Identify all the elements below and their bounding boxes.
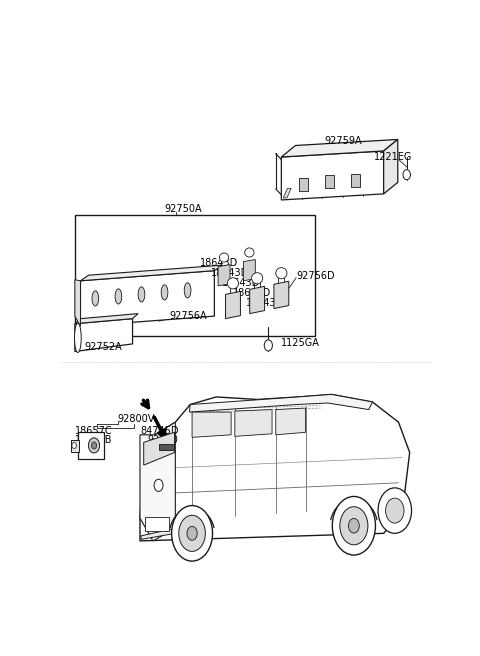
Text: 92756A: 92756A: [170, 311, 207, 321]
Polygon shape: [190, 394, 372, 412]
Text: 18645B: 18645B: [75, 435, 112, 445]
Ellipse shape: [138, 287, 145, 302]
Text: 92750A: 92750A: [164, 204, 202, 214]
Ellipse shape: [219, 253, 228, 262]
Polygon shape: [141, 528, 175, 539]
Text: 18643D: 18643D: [211, 268, 249, 278]
Bar: [325, 174, 334, 188]
Polygon shape: [75, 279, 81, 326]
Circle shape: [88, 438, 99, 453]
Polygon shape: [192, 412, 231, 438]
Bar: [351, 174, 360, 187]
Circle shape: [348, 518, 359, 533]
Polygon shape: [281, 151, 384, 200]
Polygon shape: [75, 319, 132, 352]
Polygon shape: [218, 264, 230, 286]
Ellipse shape: [115, 289, 122, 304]
Bar: [299, 178, 308, 191]
Ellipse shape: [161, 285, 168, 300]
Ellipse shape: [92, 291, 99, 306]
Text: 18643D: 18643D: [246, 298, 284, 308]
Ellipse shape: [184, 283, 191, 298]
Polygon shape: [281, 140, 398, 157]
Text: 18643D: 18643D: [222, 278, 260, 288]
Circle shape: [187, 526, 197, 541]
Polygon shape: [243, 260, 255, 281]
Polygon shape: [226, 291, 240, 319]
Circle shape: [91, 442, 96, 449]
Polygon shape: [81, 265, 223, 281]
Polygon shape: [235, 409, 272, 436]
Bar: [78, 432, 104, 459]
Ellipse shape: [228, 277, 239, 289]
Polygon shape: [81, 271, 215, 326]
Circle shape: [264, 340, 273, 351]
Circle shape: [332, 497, 375, 555]
Polygon shape: [75, 314, 138, 323]
Polygon shape: [144, 432, 175, 465]
Text: 92756D: 92756D: [296, 271, 335, 281]
Polygon shape: [140, 422, 175, 541]
Text: 1221EG: 1221EG: [374, 152, 413, 162]
Ellipse shape: [245, 248, 254, 257]
Ellipse shape: [74, 323, 81, 352]
Bar: [75, 215, 315, 337]
Text: 92620: 92620: [147, 435, 178, 445]
Polygon shape: [274, 281, 289, 308]
Circle shape: [72, 442, 76, 449]
Text: 92759A: 92759A: [324, 136, 362, 146]
Polygon shape: [250, 286, 264, 314]
Circle shape: [340, 506, 368, 544]
Bar: [71, 440, 79, 452]
Ellipse shape: [252, 273, 263, 284]
Text: 84745D: 84745D: [140, 426, 179, 436]
Circle shape: [385, 498, 404, 523]
Text: 18643D: 18643D: [233, 289, 271, 298]
Circle shape: [403, 170, 410, 180]
Text: 92752A: 92752A: [84, 342, 122, 352]
Polygon shape: [140, 394, 410, 541]
Ellipse shape: [276, 268, 287, 279]
Text: 18657C: 18657C: [75, 426, 112, 436]
Text: 92800V: 92800V: [118, 414, 155, 424]
Polygon shape: [276, 408, 305, 435]
Circle shape: [172, 506, 213, 561]
Polygon shape: [384, 140, 398, 194]
Polygon shape: [283, 188, 291, 198]
Circle shape: [378, 488, 411, 533]
Bar: [145, 517, 169, 531]
Bar: [159, 444, 174, 450]
Circle shape: [179, 515, 205, 552]
Circle shape: [154, 480, 163, 491]
Text: 18643D: 18643D: [200, 258, 238, 268]
Text: 1125GA: 1125GA: [281, 338, 320, 348]
